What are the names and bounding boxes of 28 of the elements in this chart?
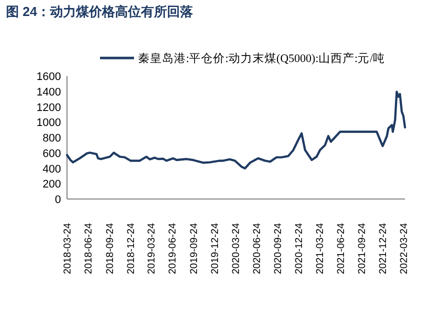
x-tick-label: 2022-03-24 [398,222,410,274]
y-tick-label: 1200 [36,102,61,114]
y-tick-label: 400 [42,163,61,176]
y-tick-label: 200 [42,178,61,191]
x-tick-label: 2018-03-24 [62,222,74,274]
x-tick-label: 2019-03-24 [146,222,158,274]
x-tick-label: 2020-03-24 [230,222,242,274]
x-tick-label: 2018-06-24 [84,222,95,274]
y-tick-label: 600 [42,148,61,160]
x-tick-label: 2019-12-24 [210,222,221,274]
x-tick-label: 2019-06-24 [168,222,179,274]
x-tick-label: 2021-09-24 [357,222,368,274]
legend-label: 秦皇岛港:平仓价:动力末煤(Q5000):山西产:元/吨 [138,51,385,65]
y-tick-label: 1400 [36,86,61,98]
chart-title: 图 24：动力煤价格高位有所回落 [6,4,194,19]
x-tick-label: 2020-12-24 [294,222,306,274]
x-tick-label: 2021-12-24 [378,222,390,274]
x-tick-label: 2021-06-24 [336,222,348,274]
x-tick-label: 2018-09-24 [104,222,116,274]
x-tick-label: 2018-12-24 [126,222,137,274]
y-tick-label: 0 [54,194,61,206]
y-tick-label: 1600 [36,71,61,83]
x-tick-label: 2020-09-24 [273,222,284,274]
x-tick-label: 2019-09-24 [188,222,200,274]
x-tick-label: 2020-06-24 [252,222,263,274]
y-tick-label: 1000 [36,117,61,130]
x-tick-label: 2021-03-24 [314,222,326,274]
y-tick-label: 800 [42,132,61,144]
